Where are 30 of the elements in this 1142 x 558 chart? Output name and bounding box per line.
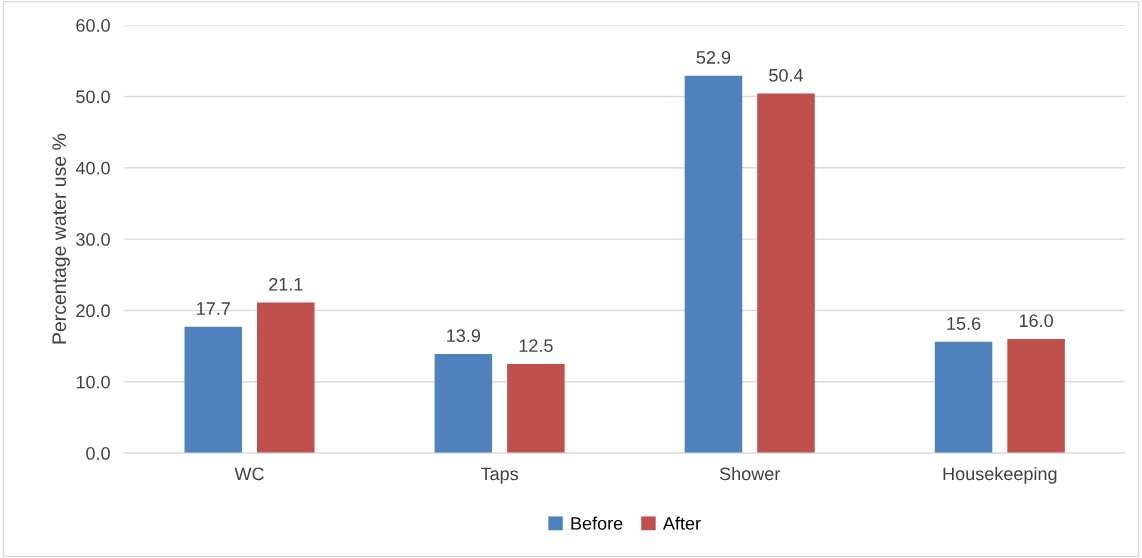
y-tick-label: 10.0 [76, 375, 110, 389]
y-tick-label: 20.0 [76, 304, 110, 318]
bar [1007, 338, 1065, 454]
data-label: 17.7 [197, 302, 230, 315]
y-tick-label: 50.0 [76, 90, 110, 104]
legend-label: After [662, 516, 701, 530]
data-label: 52.9 [696, 51, 731, 64]
x-tick-label: Taps [480, 467, 519, 484]
data-label: 12.5 [519, 339, 553, 353]
bar [507, 363, 565, 454]
bar [757, 93, 815, 454]
data-label: 16.0 [1019, 314, 1053, 328]
bar [434, 353, 493, 454]
x-tick-label: Shower [719, 466, 781, 481]
x-tick-label: WC [234, 467, 264, 481]
data-label: 13.9 [447, 329, 481, 343]
y-tick-label: 60.0 [76, 19, 110, 32]
y-axis-title: Percentage water use % [52, 133, 70, 344]
x-tick-label: Housekeeping [943, 466, 1057, 484]
bar [934, 341, 993, 454]
bar [184, 326, 243, 454]
data-label: 50.4 [769, 68, 804, 82]
y-tick-label: 0.0 [86, 447, 110, 460]
bar [257, 302, 315, 454]
y-tick-label: 40.0 [75, 161, 110, 175]
data-label: 21.1 [269, 277, 303, 291]
y-tick-label: 30.0 [76, 233, 110, 246]
data-label: 15.6 [947, 317, 981, 330]
legend-label: Before [571, 516, 623, 530]
bar [684, 75, 743, 454]
